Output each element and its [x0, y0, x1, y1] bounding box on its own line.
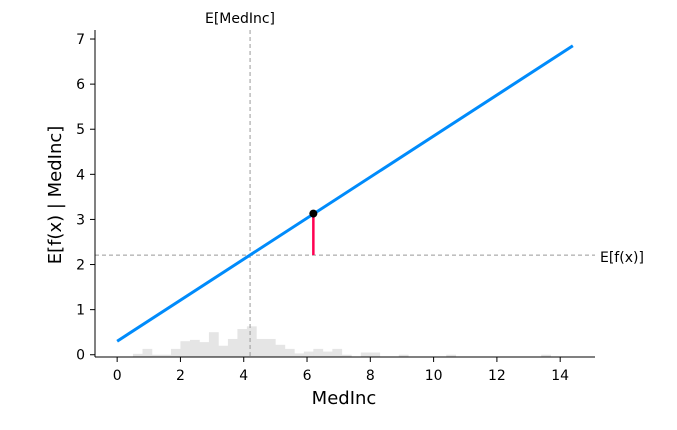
histogram-bar: [284, 348, 295, 357]
histogram-bar: [218, 345, 229, 357]
y-tick-label: 1: [76, 303, 85, 319]
histogram-bar: [303, 351, 314, 357]
x-tick-label: 8: [366, 368, 375, 384]
y-axis-title: E[f(x) | MedInc]: [45, 126, 66, 265]
histogram-bar: [161, 354, 172, 357]
highlight-point: [309, 209, 318, 218]
histogram-bar: [199, 342, 210, 357]
histogram-bar: [246, 326, 257, 357]
y-tick-label: 4: [76, 167, 85, 183]
histogram-bar: [322, 351, 333, 357]
histogram-bar: [275, 344, 286, 357]
x-tick-label: 2: [176, 368, 185, 384]
y-tick-label: 0: [76, 348, 85, 364]
expected-value-y-label: E[f(x)]: [600, 250, 644, 266]
reference-lines: [95, 30, 595, 357]
histogram-bar: [341, 354, 352, 357]
expected-value-x-label: E[MedInc]: [205, 11, 275, 27]
histogram-bar: [208, 332, 219, 357]
histogram-bar: [360, 352, 371, 357]
histogram-bar: [265, 338, 276, 357]
y-tick-label: 5: [76, 122, 85, 138]
histogram-bar: [170, 348, 181, 357]
y-tick-label: 2: [76, 258, 85, 274]
histogram-bar: [151, 354, 162, 357]
histogram-bar: [142, 348, 153, 357]
x-tick-label: 4: [239, 368, 248, 384]
y-tick-label: 6: [76, 77, 85, 93]
x-tick-label: 10: [425, 368, 443, 384]
x-tick-label: 0: [113, 368, 122, 384]
y-tick-label: 3: [76, 212, 85, 228]
dependence-line-layer: [116, 44, 574, 343]
histogram-bar: [227, 338, 238, 357]
histogram-bar: [256, 338, 267, 357]
x-tick-label: 6: [303, 368, 312, 384]
histogram-bar: [332, 348, 343, 357]
histogram-bar: [180, 341, 191, 357]
histogram-bar: [398, 354, 409, 357]
y-tick-label: 7: [76, 32, 85, 48]
histogram-bar: [237, 329, 248, 357]
histogram-bar: [132, 353, 143, 357]
dependence-line: [116, 44, 574, 343]
x-axis-title: MedInc: [312, 388, 377, 409]
histogram-bar: [541, 354, 551, 357]
histogram: [132, 326, 551, 357]
histogram-bar: [446, 354, 457, 357]
histogram-bar: [294, 353, 305, 357]
x-tick-label: 12: [488, 368, 506, 384]
histogram-bar: [313, 348, 324, 357]
histogram-bar: [370, 352, 381, 357]
histogram-bar: [189, 339, 200, 357]
x-tick-label: 14: [551, 368, 569, 384]
